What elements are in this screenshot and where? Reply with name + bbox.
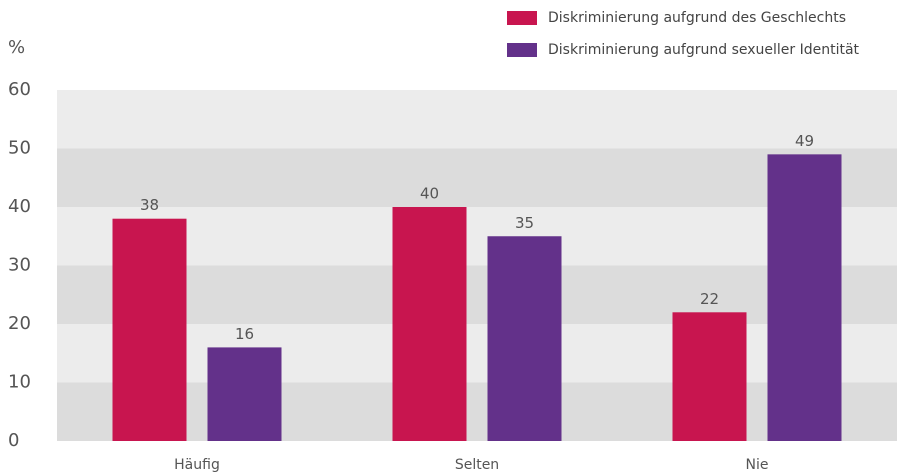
value-label: 22 — [700, 290, 719, 308]
y-tick-label: 60 — [8, 79, 31, 100]
bar — [672, 312, 747, 441]
legend-swatch — [507, 11, 537, 25]
x-tick-label: Nie — [746, 457, 769, 473]
y-tick-label: 20 — [8, 313, 31, 334]
x-tick-label: Häufig — [174, 457, 220, 473]
grid-band — [57, 148, 897, 207]
y-tick-label: 10 — [8, 372, 31, 393]
grid-band — [57, 265, 897, 324]
y-tick-label: 30 — [8, 255, 31, 276]
y-tick-label: 40 — [8, 196, 31, 217]
value-label: 40 — [420, 185, 439, 203]
bar — [392, 207, 467, 441]
value-label: 38 — [140, 196, 159, 214]
value-label: 49 — [795, 132, 814, 150]
bar — [487, 236, 562, 441]
bar — [112, 218, 187, 441]
value-label: 16 — [235, 325, 254, 343]
y-tick-label: 0 — [8, 430, 19, 451]
grid-band — [57, 90, 897, 149]
legend-swatch — [507, 43, 537, 57]
grid-band — [57, 324, 897, 383]
value-label: 35 — [515, 214, 534, 232]
grid-band — [57, 382, 897, 441]
legend-label: Diskriminierung aufgrund des Geschlechts — [548, 10, 846, 26]
x-tick-label: Selten — [455, 457, 499, 473]
y-tick-label: 50 — [8, 138, 31, 159]
bar — [207, 347, 282, 441]
grid-band — [57, 207, 897, 266]
bar — [767, 154, 842, 441]
y-axis-label: % — [8, 37, 25, 58]
legend-label: Diskriminierung aufgrund sexueller Ident… — [548, 42, 860, 58]
